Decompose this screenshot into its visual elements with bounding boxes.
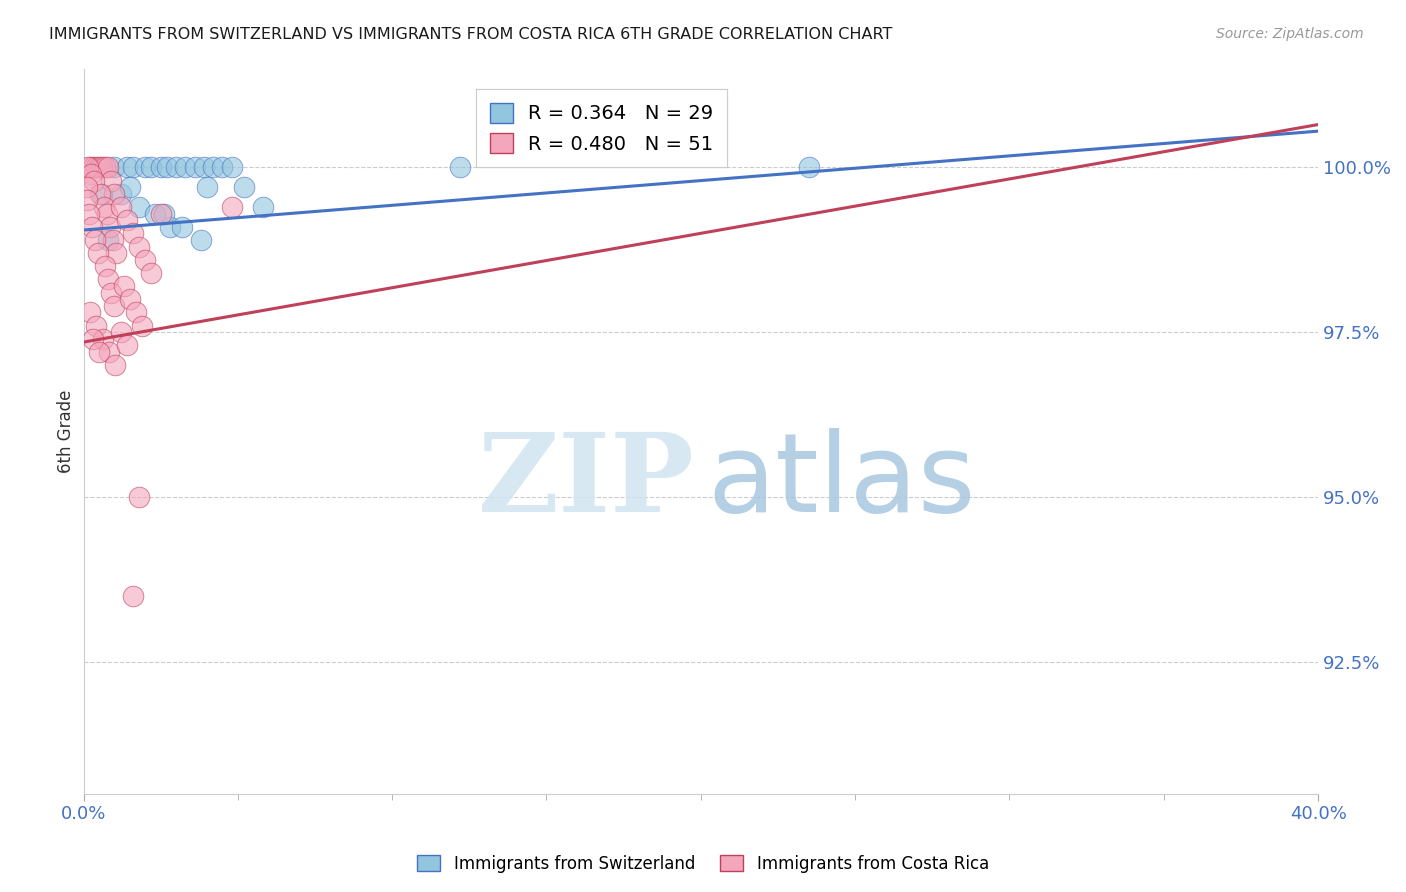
Point [159,219,181,234]
Point [149,161,172,175]
Point [86,318,108,333]
Point [193,161,215,175]
Point [97,233,120,247]
Point [117,338,139,352]
Point [125,305,148,319]
Point [84,161,107,175]
Legend: R = 0.364   N = 29, R = 0.480   N = 51: R = 0.364 N = 29, R = 0.480 N = 51 [477,89,727,167]
Point [115,213,138,227]
Point [97,272,120,286]
Point [79,161,101,175]
Point [96,206,118,220]
Point [128,200,150,214]
Point [211,161,233,175]
Point [122,227,145,241]
Point [91,332,114,346]
Point [152,206,174,220]
Point [84,233,107,247]
Point [134,252,156,267]
Point [94,161,117,175]
Point [100,285,122,300]
Point [82,332,104,346]
Text: atlas: atlas [707,428,976,535]
Point [89,186,111,201]
Legend: Immigrants from Switzerland, Immigrants from Costa Rica: Immigrants from Switzerland, Immigrants … [411,848,995,880]
Point [233,180,256,194]
Point [449,161,471,175]
Point [104,358,127,372]
Point [82,219,104,234]
Point [83,173,105,187]
Point [79,305,101,319]
Point [103,161,125,175]
Point [143,206,166,220]
Point [93,200,115,214]
Point [110,186,132,201]
Point [87,345,110,359]
Point [115,161,138,175]
Point [252,200,274,214]
Point [128,239,150,253]
Point [93,260,115,274]
Point [122,589,145,603]
Point [97,161,120,175]
Point [91,186,114,201]
Point [221,200,243,214]
Text: IMMIGRANTS FROM SWITZERLAND VS IMMIGRANTS FROM COSTA RICA 6TH GRADE CORRELATION : IMMIGRANTS FROM SWITZERLAND VS IMMIGRANT… [49,27,893,42]
Point [183,161,205,175]
Point [141,161,163,175]
Point [80,167,103,181]
Point [91,161,114,175]
Point [174,161,197,175]
Point [202,161,225,175]
Point [128,490,150,504]
Point [156,161,179,175]
Point [87,246,110,260]
Point [221,161,243,175]
Point [149,206,172,220]
Y-axis label: 6th Grade: 6th Grade [58,390,75,473]
Point [76,180,98,194]
Point [131,318,153,333]
Point [112,279,135,293]
Point [118,180,141,194]
Text: ZIP: ZIP [478,428,695,535]
Point [190,233,212,247]
Point [101,233,124,247]
Point [100,173,122,187]
Point [98,219,121,234]
Point [134,161,156,175]
Point [122,161,145,175]
Point [76,194,98,208]
Point [110,200,132,214]
Point [77,161,100,175]
Point [104,246,127,260]
Point [77,206,100,220]
Point [110,325,132,339]
Point [165,161,187,175]
Point [172,219,194,234]
Text: Source: ZipAtlas.com: Source: ZipAtlas.com [1216,27,1364,41]
Point [118,292,141,306]
Point [87,161,110,175]
Point [97,345,120,359]
Point [103,299,125,313]
Point [82,161,104,175]
Point [103,186,125,201]
Point [195,180,218,194]
Point [141,266,163,280]
Point [797,161,820,175]
